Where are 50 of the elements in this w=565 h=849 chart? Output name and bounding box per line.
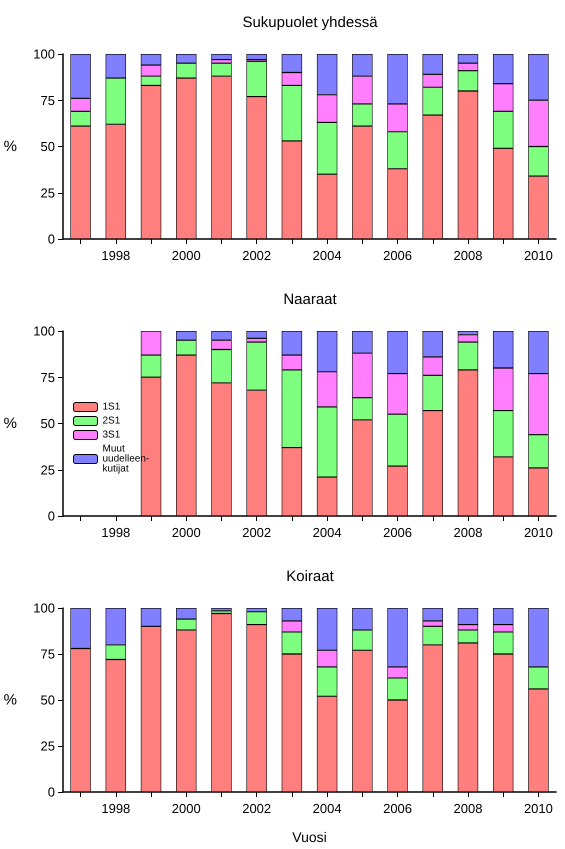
y-tick-label: 25 bbox=[40, 738, 55, 754]
legend-label: 1S1 bbox=[102, 402, 121, 412]
x-tick-label: 2004 bbox=[312, 248, 342, 263]
x-tick-label: 2000 bbox=[172, 801, 201, 816]
y-tick-label: 0 bbox=[48, 508, 55, 524]
y-tick-label: 100 bbox=[33, 46, 55, 62]
y-tick-label: 75 bbox=[40, 646, 55, 662]
x-tick-label: 2000 bbox=[172, 248, 201, 263]
x-tick-label: 2006 bbox=[383, 801, 412, 816]
x-tick-label: 2010 bbox=[524, 525, 553, 540]
x-tick-label: 2002 bbox=[242, 801, 272, 816]
y-tick-label: 50 bbox=[40, 416, 55, 431]
x-tick-label: 2002 bbox=[242, 525, 272, 540]
y-tick-label: 100 bbox=[33, 600, 55, 616]
x-tick-label: 2006 bbox=[383, 525, 412, 540]
x-tick-label: 2002 bbox=[242, 248, 272, 263]
y-tick-label: 25 bbox=[40, 462, 55, 478]
legend-label: 3S1 bbox=[102, 430, 121, 440]
x-tick-label: 1998 bbox=[101, 525, 130, 540]
chart-title: Koiraat bbox=[286, 568, 335, 585]
x-tick-label: 2006 bbox=[383, 248, 412, 263]
x-tick-label: 2008 bbox=[454, 801, 482, 816]
bar bbox=[246, 331, 267, 338]
x-tick-label: 1998 bbox=[101, 801, 130, 816]
y-tick-label: 25 bbox=[40, 185, 55, 200]
y-tick-label: 75 bbox=[40, 370, 55, 385]
x-tick-label: 2004 bbox=[312, 525, 342, 540]
x-tick-label: 2008 bbox=[454, 525, 482, 540]
x-tick-label: 2010 bbox=[524, 248, 553, 263]
y-tick-label: 0 bbox=[48, 232, 55, 246]
chart-title: Naaraat bbox=[283, 291, 338, 308]
x-tick-label: 2000 bbox=[172, 525, 201, 540]
x-tick-label: 1998 bbox=[101, 248, 130, 263]
y-axis-title: % bbox=[4, 692, 17, 708]
y-tick-label: 100 bbox=[33, 324, 55, 338]
x-tick-label: 2004 bbox=[312, 801, 342, 816]
y-tick-label: 75 bbox=[40, 92, 55, 108]
y-tick-label: 50 bbox=[40, 139, 55, 154]
y-tick-label: 0 bbox=[48, 784, 55, 800]
legend-label: 2S1 bbox=[102, 416, 121, 426]
bar bbox=[246, 54, 267, 60]
x-tick-label: 2010 bbox=[524, 801, 553, 816]
chart-title: Sukupuolet yhdessä bbox=[242, 14, 378, 31]
bar bbox=[211, 608, 232, 611]
x-tick-label: 2008 bbox=[454, 248, 482, 263]
bar bbox=[211, 54, 232, 60]
y-axis-title: % bbox=[4, 415, 17, 432]
x-axis-title: Vuosi bbox=[292, 829, 327, 845]
y-axis-title: % bbox=[4, 138, 17, 155]
y-tick-label: 50 bbox=[40, 692, 55, 708]
